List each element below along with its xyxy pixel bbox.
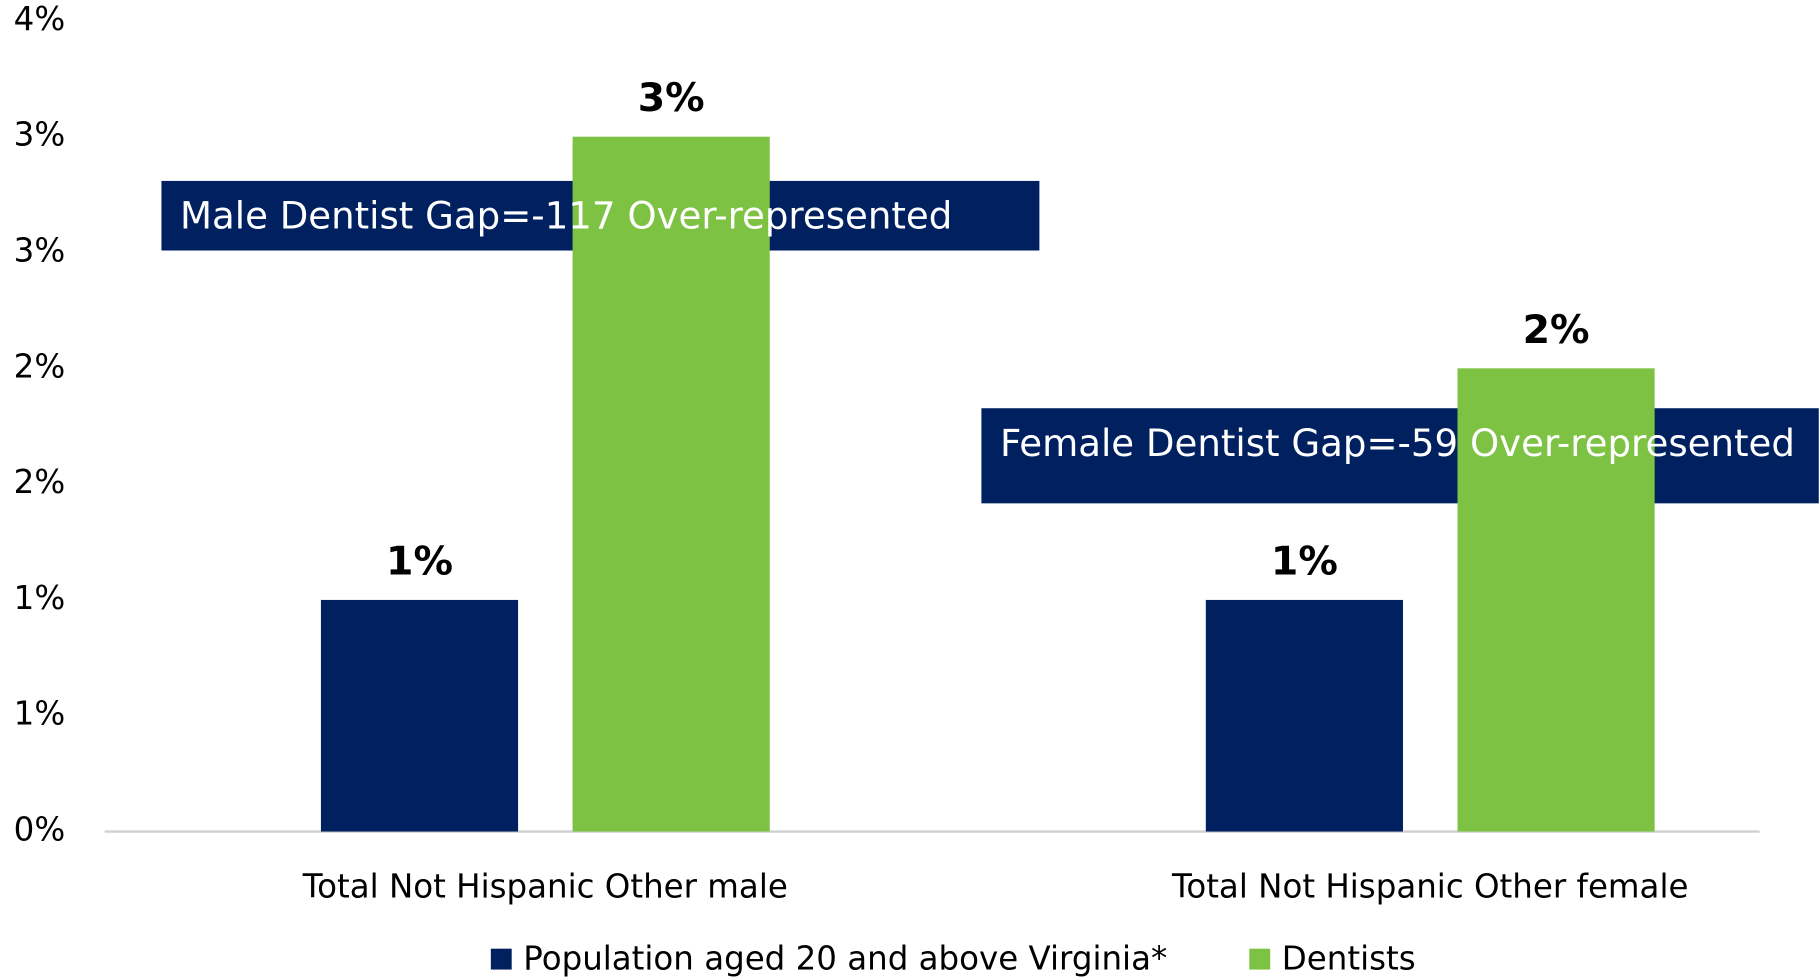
bar [572, 136, 770, 832]
legend-swatch [490, 948, 512, 970]
value-label: 1% [386, 538, 453, 584]
y-tick-label: 0% [14, 811, 66, 849]
y-tick-label: 3% [14, 231, 66, 269]
annotation: Male Dentist Gap=-117 Over-represented [180, 195, 952, 238]
bar [320, 599, 519, 832]
bar [1457, 368, 1655, 832]
legend-swatch [1249, 948, 1271, 970]
x-tick-label: Total Not Hispanic Other female [1171, 867, 1688, 905]
y-tick-label: 3% [14, 116, 66, 154]
annotation-box [981, 408, 1819, 504]
bar [1205, 599, 1403, 832]
y-tick-label: 1% [14, 695, 66, 733]
legend-label: Population aged 20 and above Virginia* [523, 939, 1167, 977]
legend-label: Dentists [1282, 939, 1416, 977]
value-label: 3% [638, 75, 705, 121]
x-tick-label: Total Not Hispanic Other male [302, 867, 788, 905]
y-tick-label: 4% [14, 0, 66, 38]
y-tick-label: 2% [14, 347, 66, 385]
value-label: 1% [1271, 538, 1338, 584]
annotation: Female Dentist Gap=-59 Over-represented [1000, 422, 1795, 465]
value-label: 2% [1523, 307, 1590, 353]
y-tick-label: 1% [14, 579, 66, 617]
y-tick-label: 2% [14, 463, 66, 501]
